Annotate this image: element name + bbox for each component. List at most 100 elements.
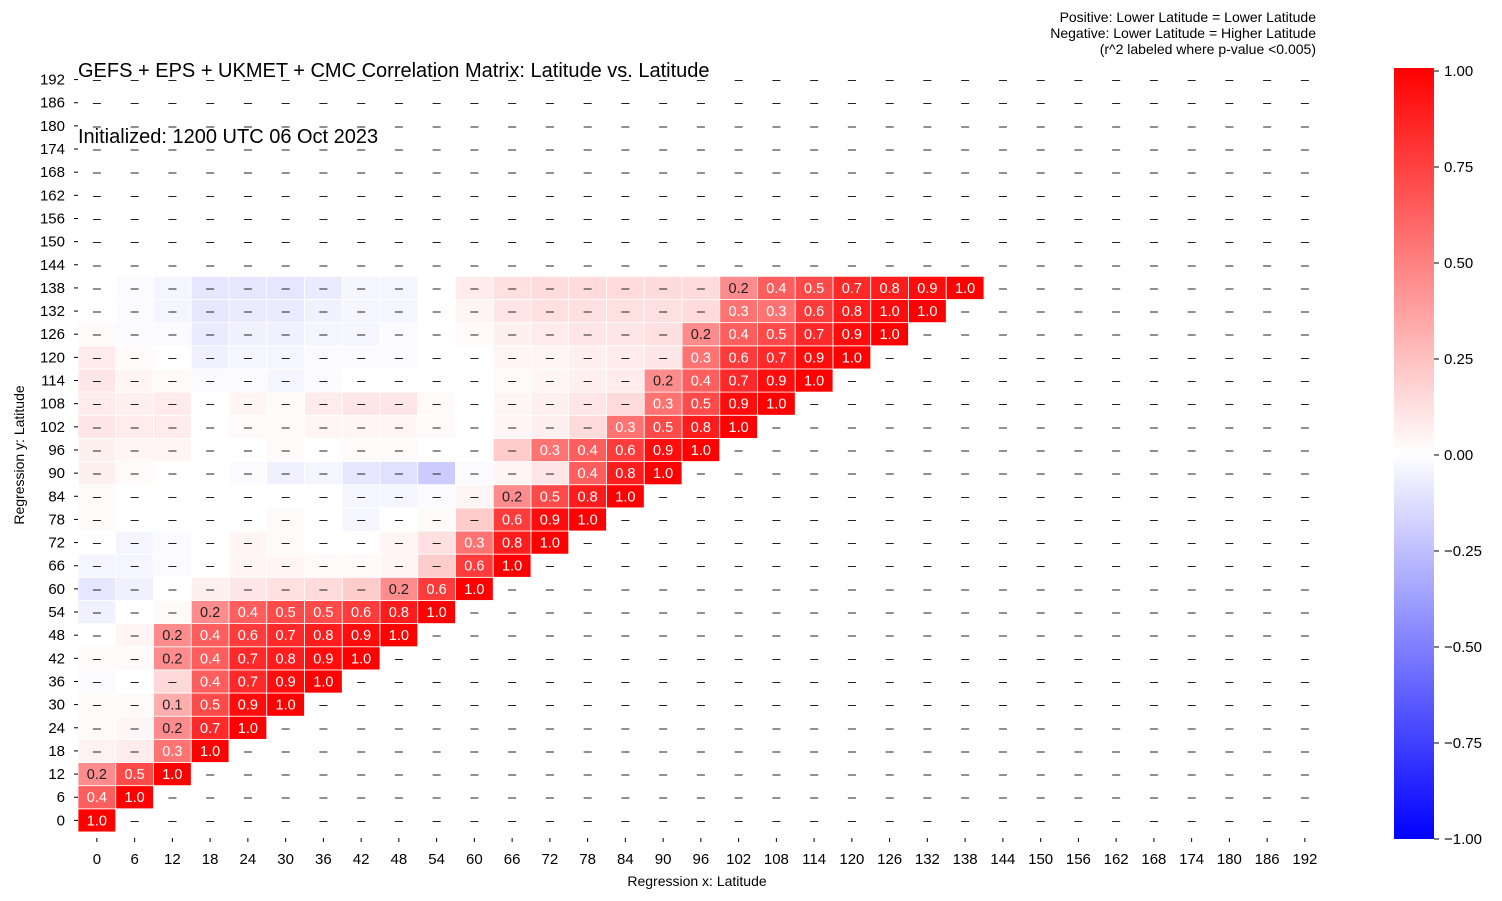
cell-empty-label: – (1263, 258, 1272, 274)
cell-empty-label: – (735, 536, 744, 552)
cell-empty-label: – (470, 142, 479, 158)
cell-empty-label: – (735, 119, 744, 135)
cell-empty-label: – (584, 119, 593, 135)
cell-empty-label: – (621, 350, 630, 366)
cell-empty-label: – (584, 767, 593, 783)
cell-empty-label: – (1301, 628, 1310, 644)
cell-empty-label: – (1112, 211, 1121, 227)
cell-empty-label: – (961, 790, 970, 806)
cell-empty-label: – (848, 258, 857, 274)
cell-empty-label: – (848, 582, 857, 598)
cell-empty-label: – (1112, 582, 1121, 598)
cell-empty-label: – (659, 211, 668, 227)
cell-empty-label: – (961, 674, 970, 690)
y-tick-label: 24 (48, 720, 65, 737)
cell-empty-label: – (470, 767, 479, 783)
cell-empty-label: – (961, 73, 970, 89)
cell-empty-label: – (621, 96, 630, 112)
cell-empty-label: – (810, 420, 819, 436)
cell-value-label: 0.2 (653, 374, 673, 390)
cell-empty-label: – (395, 651, 404, 667)
cell-empty-label: – (508, 628, 517, 644)
cell-empty-label: – (1150, 790, 1159, 806)
cell-empty-label: – (168, 165, 177, 181)
cell-empty-label: – (961, 489, 970, 505)
cell-value-label: 0.2 (162, 721, 182, 737)
cell-empty-label: – (1037, 350, 1046, 366)
cell-empty-label: – (1225, 397, 1234, 413)
y-tick-label: 150 (40, 234, 65, 251)
legend-note: Positive: Lower Latitude = Lower Latitud… (1050, 9, 1316, 57)
cell-empty-label: – (93, 698, 102, 714)
cell-empty-label: – (244, 767, 253, 783)
cell-empty-label: – (1301, 258, 1310, 274)
cell-empty-label: – (1112, 790, 1121, 806)
cell-value-label: 0.4 (200, 651, 220, 667)
cell-empty-label: – (433, 767, 442, 783)
cell-empty-label: – (659, 628, 668, 644)
cell-empty-label: – (282, 211, 291, 227)
cell-empty-label: – (999, 721, 1008, 737)
cell-empty-label: – (357, 721, 366, 737)
y-axis-label: Regression y: Latitude (11, 385, 27, 525)
cell-value-label: 0.8 (615, 466, 635, 482)
cell-empty-label: – (357, 813, 366, 829)
cell-empty-label: – (1225, 235, 1234, 251)
cell-empty-label: – (923, 674, 932, 690)
cell-empty-label: – (1074, 582, 1083, 598)
cell-empty-label: – (319, 304, 328, 320)
cell-value-label: 0.3 (464, 536, 484, 552)
cell-empty-label: – (1301, 443, 1310, 459)
y-tick-label: 42 (48, 650, 65, 667)
cell-empty-label: – (1188, 698, 1197, 714)
cell-empty-label: – (621, 142, 630, 158)
cell-empty-label: – (621, 790, 630, 806)
cell-empty-label: – (584, 813, 593, 829)
cell-empty-label: – (546, 281, 555, 297)
cell-empty-label: – (1074, 374, 1083, 390)
cell-empty-label: – (1074, 397, 1083, 413)
cell-empty-label: – (470, 489, 479, 505)
cell-empty-label: – (1150, 559, 1159, 575)
cell-empty-label: – (1037, 466, 1046, 482)
heatmap-cell (945, 275, 985, 300)
cell-empty-label: – (1037, 582, 1046, 598)
cell-empty-label: – (508, 605, 517, 621)
cell-empty-label: – (1263, 211, 1272, 227)
cell-value-label: 1.0 (389, 628, 409, 644)
cell-empty-label: – (131, 188, 140, 204)
cell-empty-label: – (131, 512, 140, 528)
cell-empty-label: – (1112, 489, 1121, 505)
cell-empty-label: – (319, 327, 328, 343)
cell-empty-label: – (886, 142, 895, 158)
cell-empty-label: – (1263, 466, 1272, 482)
cell-empty-label: – (772, 466, 781, 482)
y-tick-label: 132 (40, 303, 65, 320)
cell-value-label: 0.4 (87, 790, 107, 806)
cell-empty-label: – (319, 512, 328, 528)
cell-value-label: 0.9 (766, 374, 786, 390)
cell-empty-label: – (168, 512, 177, 528)
x-tick-label: 138 (953, 851, 978, 868)
cell-empty-label: – (772, 605, 781, 621)
cell-empty-label: – (923, 790, 932, 806)
cell-empty-label: – (1074, 188, 1083, 204)
cell-empty-label: – (961, 235, 970, 251)
cell-empty-label: – (1037, 512, 1046, 528)
cell-empty-label: – (1074, 73, 1083, 89)
cell-value-label: 0.8 (502, 536, 522, 552)
colorbar: 1.00 0.75 0.50 0.25 0.00 −0.25 −0.50 −0.75 −1.00 (1394, 63, 1482, 848)
cell-empty-label: – (923, 350, 932, 366)
cell-empty-label: – (621, 374, 630, 390)
cell-empty-label: – (1112, 304, 1121, 320)
cell-value-label: 0.5 (540, 489, 560, 505)
cell-empty-label: – (470, 628, 479, 644)
cell-value-label: 1.0 (880, 327, 900, 343)
cell-empty-label: – (961, 605, 970, 621)
cell-empty-label: – (1150, 536, 1159, 552)
cell-empty-label: – (470, 73, 479, 89)
cell-empty-label: – (659, 327, 668, 343)
cell-empty-label: – (1150, 119, 1159, 135)
cell-value-label: 0.8 (842, 304, 862, 320)
cell-empty-label: – (244, 466, 253, 482)
